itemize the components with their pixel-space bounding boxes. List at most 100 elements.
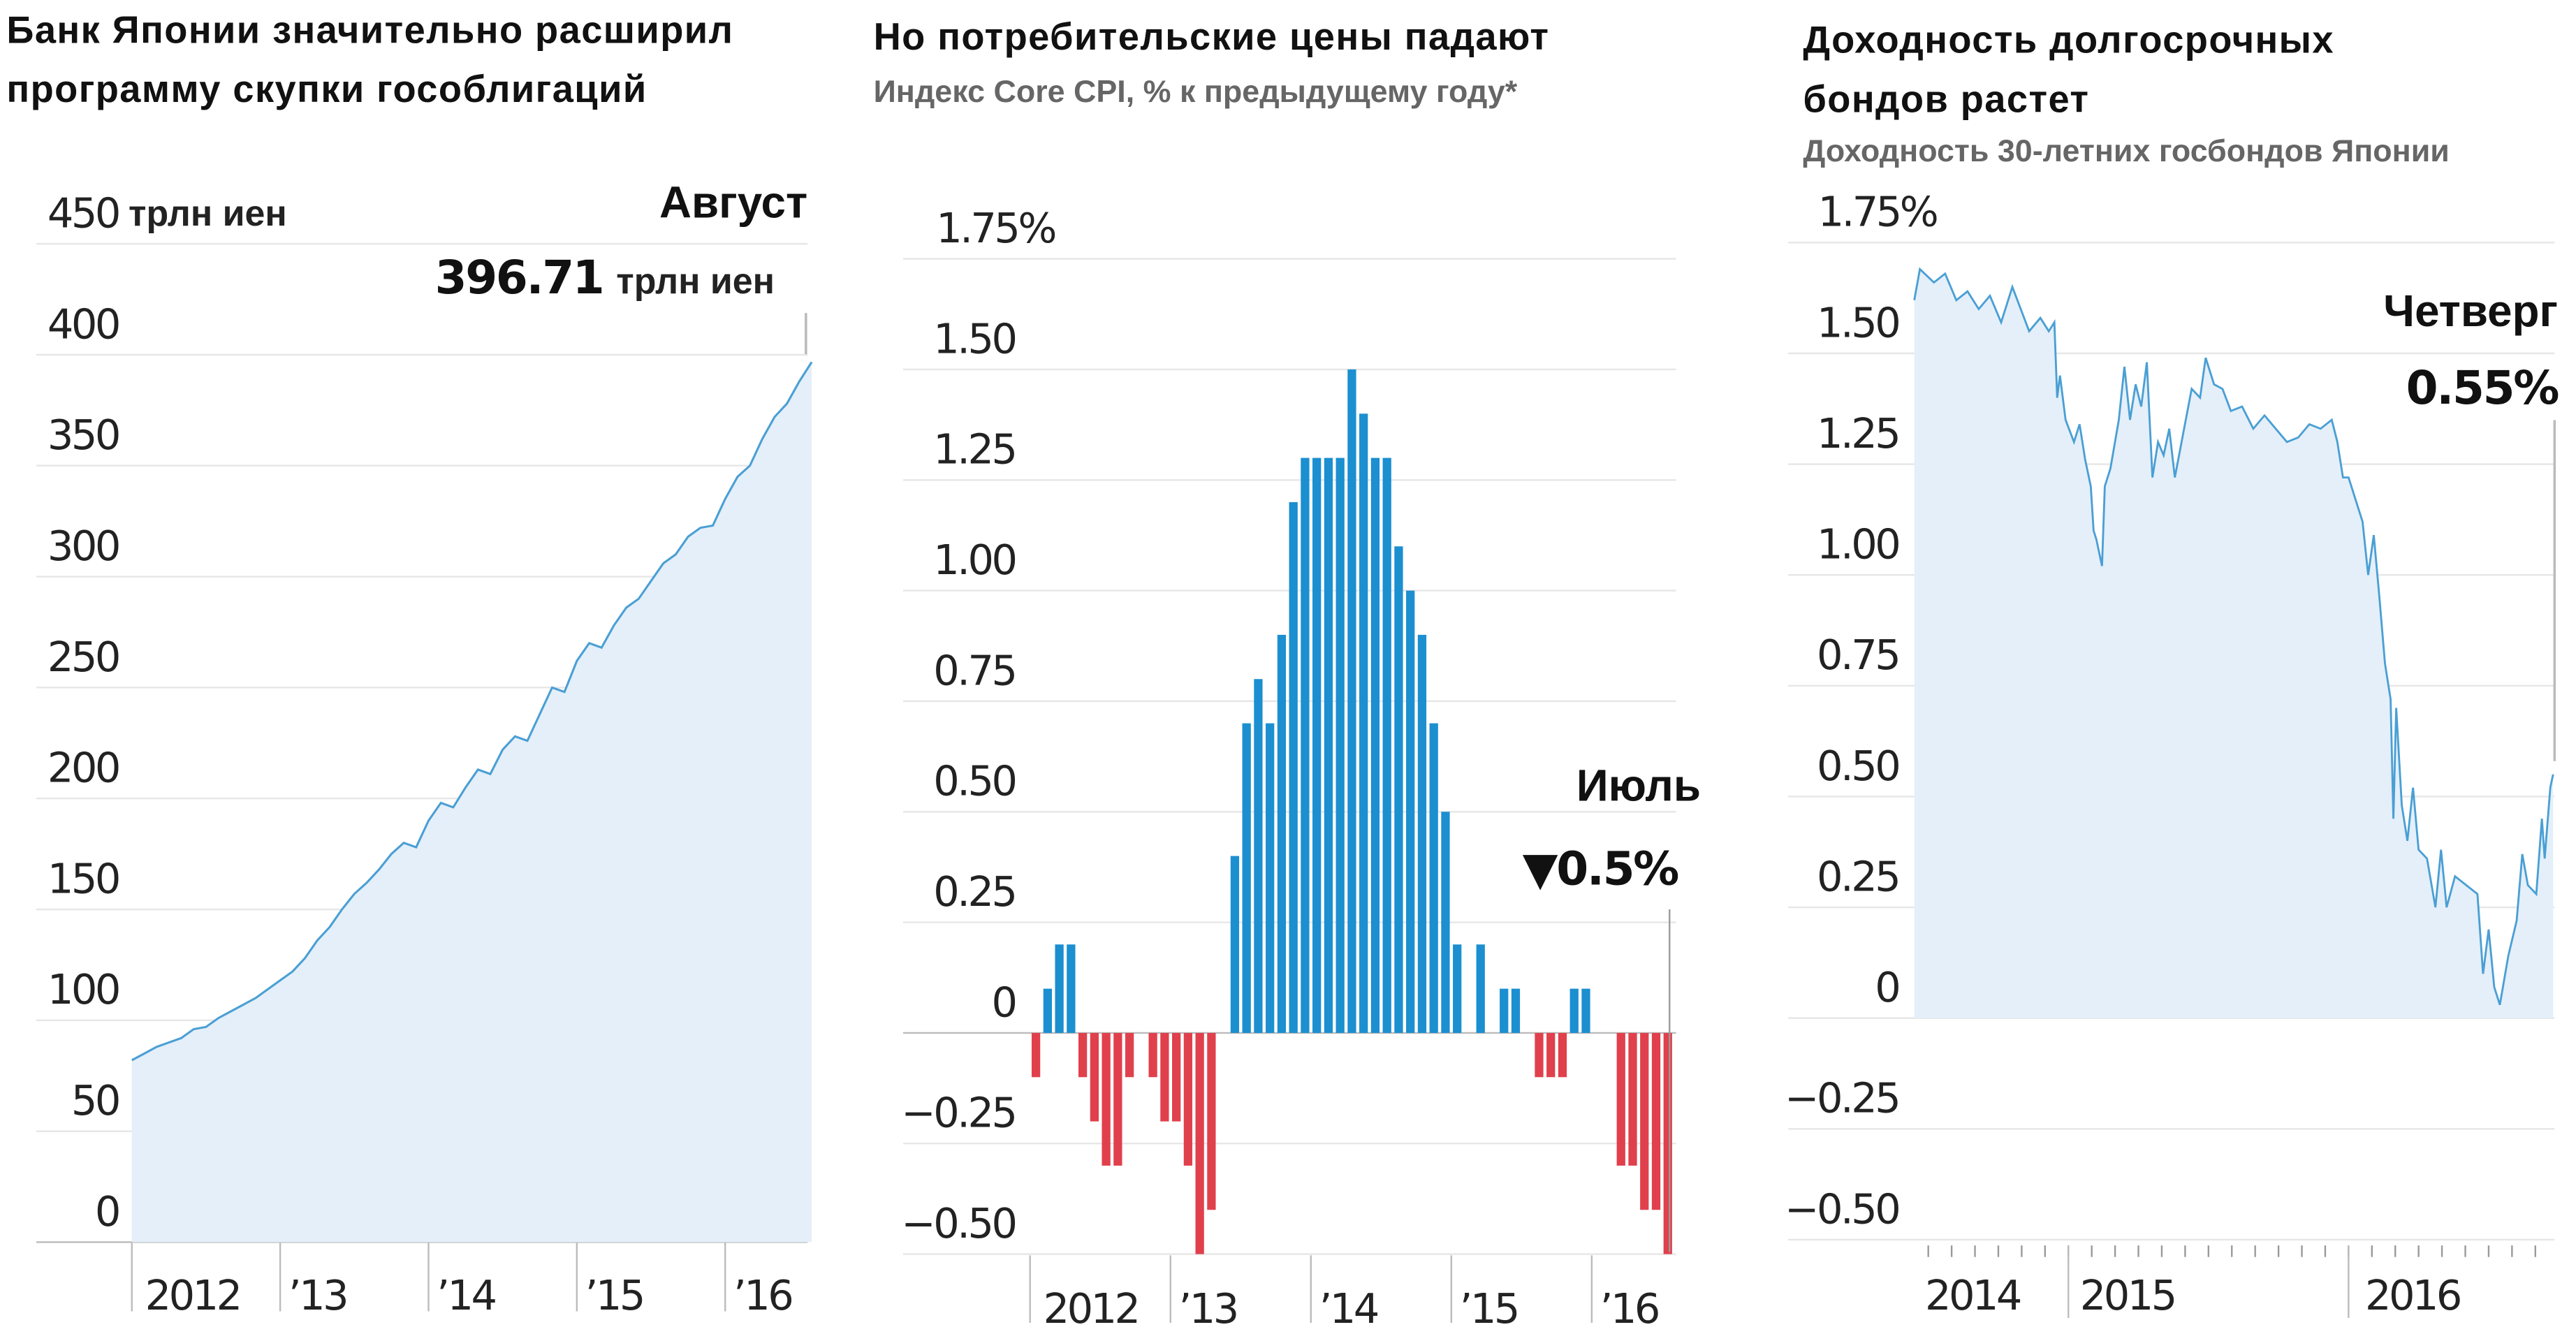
chart2-annotation-label: Июль	[1576, 761, 1701, 810]
x-tick-label: ’16	[1600, 1284, 1658, 1333]
bar	[1113, 1032, 1122, 1166]
x-tick-label: 2015	[2080, 1271, 2175, 1319]
y-tick-label: 0.50	[933, 757, 1015, 805]
bar	[1031, 1032, 1041, 1078]
bar	[1207, 1032, 1216, 1210]
bond-purchases-chart: Банк Японии значительно расширил програм…	[6, 9, 813, 1319]
y-tick-label: 0.25	[933, 867, 1015, 916]
y-tick-label: 0.50	[1817, 742, 1898, 790]
x-tick-label: ’15	[1460, 1284, 1518, 1333]
bar	[1242, 723, 1251, 1033]
bar	[1043, 988, 1052, 1033]
area-fill	[1914, 269, 2554, 1018]
chart3-title-line1: Доходность долгосрочных	[1803, 19, 2334, 61]
bar	[1090, 1032, 1099, 1122]
bar	[1417, 634, 1427, 1033]
x-tick-label: ’15	[585, 1271, 643, 1319]
bar	[1102, 1032, 1111, 1166]
bar	[1546, 1032, 1556, 1078]
x-tick-label: 2012	[145, 1271, 240, 1319]
y-tick-label: 1.75%	[1818, 188, 1937, 236]
bar	[1172, 1032, 1181, 1122]
x-tick-label: ’14	[1319, 1284, 1378, 1333]
bar	[1324, 457, 1333, 1033]
y-tick-label: 1.50	[933, 314, 1015, 362]
y-tick-label: −0.50	[1785, 1185, 1898, 1233]
bar	[1569, 988, 1579, 1033]
x-tick-label: ’13	[1179, 1284, 1237, 1333]
x-tick-label: ’16	[733, 1271, 791, 1319]
bar	[1370, 457, 1380, 1033]
y-tick-label: −0.25	[1785, 1074, 1898, 1122]
bar	[1195, 1032, 1204, 1254]
bar	[1535, 1032, 1544, 1078]
y-tick-label: 300	[47, 522, 119, 570]
y-tick-label: 1.00	[933, 536, 1015, 584]
y-tick-label: 0.75	[933, 646, 1015, 694]
y-tick-label: 1.25	[1817, 409, 1898, 457]
y-tick-label: 0.25	[1817, 852, 1898, 900]
y-tick-label: 0	[992, 978, 1016, 1026]
chart3-annotation-value: 0.55%	[2406, 361, 2559, 415]
y-tick-label: 250	[47, 633, 119, 681]
bar	[1312, 457, 1322, 1033]
y-tick-label: −0.25	[901, 1089, 1015, 1137]
x-tick-label: 2014	[1925, 1271, 2021, 1319]
bar	[1359, 413, 1368, 1033]
bar	[1429, 723, 1438, 1033]
y-tick-label: 1.50	[1817, 298, 1898, 346]
bar	[1160, 1032, 1169, 1122]
bar	[1277, 634, 1287, 1033]
bar	[1640, 1032, 1649, 1210]
core-cpi-chart: Но потребительские цены падают Индекс Co…	[874, 16, 1702, 1333]
chart1-annotation-value: 396.71 трлн иен	[435, 251, 775, 305]
chart3-title-line2: бондов растет	[1803, 78, 2089, 120]
bar	[1476, 944, 1485, 1033]
chart3-annotation-label: Четверг	[2383, 286, 2558, 336]
bar	[1394, 546, 1403, 1033]
bar	[1453, 944, 1462, 1033]
bar	[1406, 590, 1415, 1033]
bar	[1266, 723, 1275, 1033]
y-tick-label: 400	[47, 300, 119, 348]
series-line	[131, 361, 813, 1062]
x-tick-label: ’14	[437, 1271, 495, 1319]
bar	[1663, 1032, 1672, 1254]
chart2-title: Но потребительские цены падают	[874, 16, 1550, 58]
bar	[1347, 369, 1356, 1033]
bar	[1382, 457, 1391, 1033]
bar	[1616, 1032, 1625, 1166]
y-tick-label: 1.75%	[936, 204, 1055, 252]
y-tick-label: −0.50	[901, 1199, 1015, 1247]
x-tick-label: ’13	[288, 1271, 346, 1319]
bar	[1301, 457, 1310, 1033]
bar	[1558, 1032, 1567, 1078]
y-tick-label: 200	[47, 744, 119, 792]
y-tick-label: 150	[47, 854, 119, 902]
chart1-title-line1: Банк Японии значительно расширил	[6, 9, 733, 51]
bar	[1335, 457, 1345, 1033]
chart1-title-line2: программу скупки гособлигаций	[6, 68, 647, 110]
chart2-annotation-value: ▼0.5%	[1523, 842, 1678, 896]
bar	[1230, 856, 1240, 1033]
bar	[1628, 1032, 1637, 1166]
bar	[1651, 1032, 1661, 1210]
series-line	[1913, 267, 2554, 1006]
bar	[1289, 501, 1298, 1033]
bar	[1500, 988, 1509, 1033]
bar	[1148, 1032, 1157, 1078]
y-tick-label: 50	[71, 1076, 119, 1124]
jgb-yield-chart: Доходность долгосрочных бондов растет До…	[1785, 19, 2560, 1319]
y-tick-label: 1.00	[1817, 520, 1898, 569]
bar	[1441, 812, 1450, 1033]
y-tick-label: 0	[95, 1187, 119, 1236]
area-fill	[131, 362, 812, 1243]
y-tick-label: 350	[47, 411, 119, 459]
bar	[1511, 988, 1521, 1033]
bar	[1581, 988, 1590, 1033]
bar	[1183, 1032, 1193, 1166]
y-tick-label: 100	[47, 965, 119, 1013]
x-tick-label: 2016	[2365, 1271, 2460, 1319]
bar	[1125, 1032, 1134, 1078]
